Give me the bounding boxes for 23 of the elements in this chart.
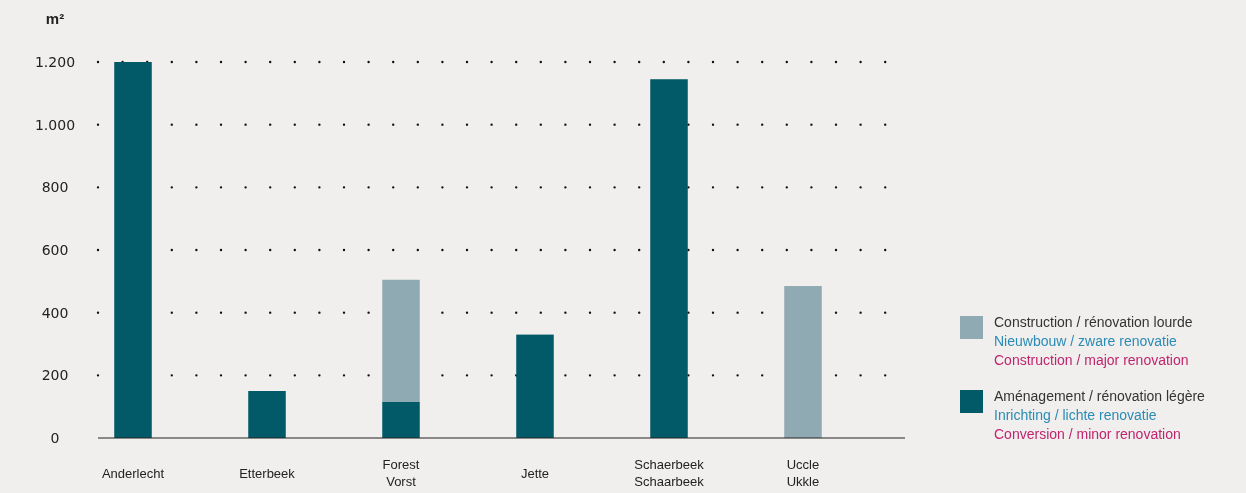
x-tick-label: Jette bbox=[520, 466, 550, 481]
x-tick-label: Anderlecht bbox=[101, 466, 165, 481]
bar bbox=[784, 286, 822, 438]
x-tick-label: Uccle Ukkle bbox=[786, 457, 820, 489]
bar bbox=[516, 334, 554, 438]
x-tick-label: Schaerbeek Schaarbeek bbox=[634, 457, 705, 489]
legend-label: Construction / rénovation lourde Nieuwbouw / zware renovatie Construction / major renovation bbox=[994, 314, 1193, 368]
y-tick-label: 0 bbox=[50, 430, 60, 446]
bar bbox=[248, 391, 286, 438]
y-tick-label: 1.200 bbox=[34, 54, 76, 70]
y-tick-label: 600 bbox=[41, 242, 69, 258]
y-axis-title: m² bbox=[45, 10, 65, 27]
legend-label: Aménagement / rénovation légère Inrichting / lichte renovatie Conversion / minor renovation bbox=[994, 388, 1206, 442]
y-tick-label: 800 bbox=[41, 179, 69, 196]
x-tick-label: Forest Vorst bbox=[382, 457, 420, 489]
y-tick-label: 200 bbox=[41, 367, 69, 384]
y-tick-label: 1.000 bbox=[34, 116, 76, 133]
bar bbox=[382, 279, 420, 402]
bar bbox=[382, 401, 420, 438]
bar bbox=[650, 79, 688, 438]
y-tick-label: 400 bbox=[41, 304, 69, 321]
bar bbox=[114, 62, 152, 438]
x-tick-label: Etterbeek bbox=[239, 466, 296, 481]
